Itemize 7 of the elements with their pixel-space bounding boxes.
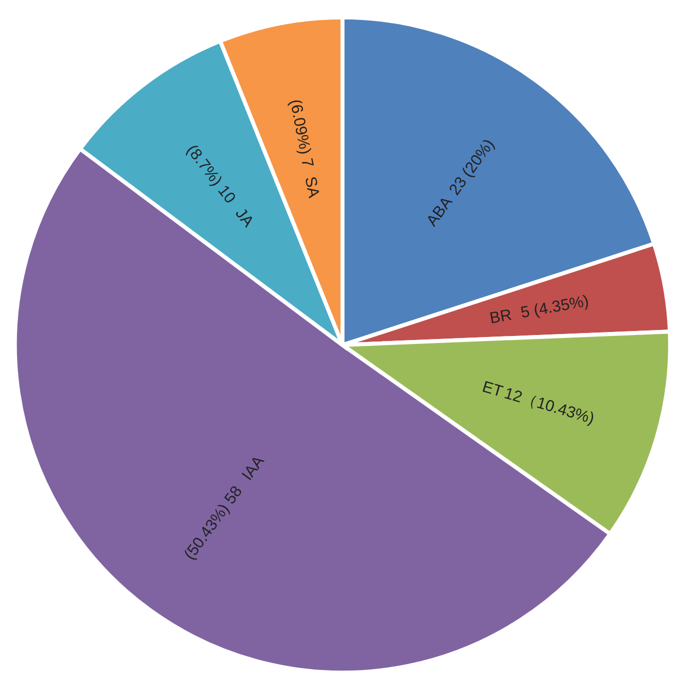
slice-label: IAA — [239, 452, 268, 484]
data-label: 5 (4.35%) — [519, 292, 590, 322]
slice-label: ET — [480, 378, 505, 401]
slice-label: SA — [301, 175, 322, 200]
data-label: (6.09%) 7 — [286, 98, 316, 169]
slice-label: JA — [232, 205, 257, 231]
slice-label: BR — [488, 306, 514, 328]
